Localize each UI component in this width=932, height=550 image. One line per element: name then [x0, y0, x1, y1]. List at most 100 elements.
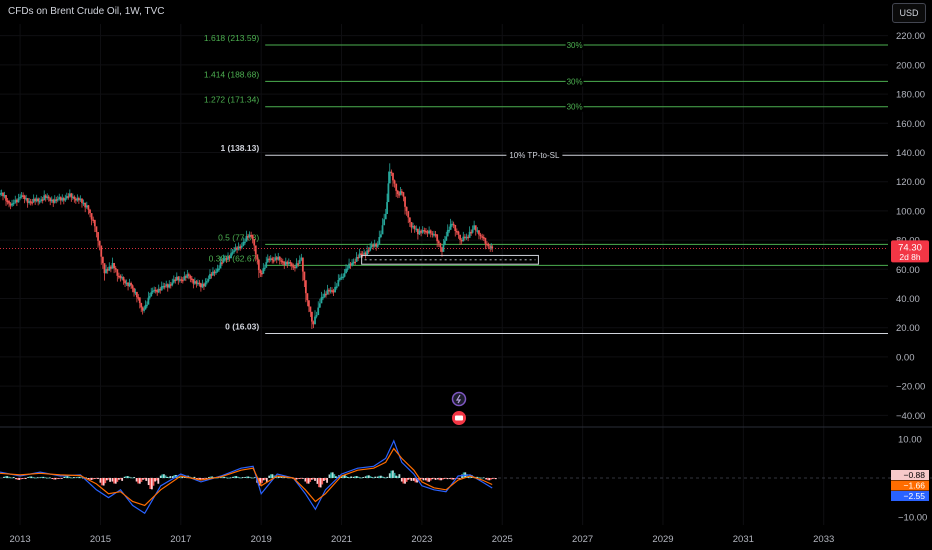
fib-level-label: 1.618 (213.59) — [204, 33, 259, 43]
osc-histogram-bar — [481, 477, 484, 479]
osc-histogram-bar — [383, 477, 386, 479]
fib-tag-label: 30% — [567, 77, 583, 86]
flash-event-icon[interactable] — [451, 391, 467, 407]
price-candle-body — [320, 297, 323, 304]
osc-histogram-bar — [433, 478, 435, 479]
osc-value-badge — [891, 470, 929, 480]
price-candle-body — [134, 291, 137, 294]
price-candle-body — [119, 275, 122, 278]
price-candle-body — [87, 205, 90, 210]
fibonacci-levels[interactable]: 1.618 (213.59) 30% 1.414 (188.68) 30% 1.272 … — [204, 33, 888, 335]
price-candle-body — [46, 196, 49, 199]
price-candle-body — [277, 256, 280, 260]
osc-histogram-bar — [453, 478, 456, 480]
osc-histogram-bar — [68, 476, 71, 478]
price-candle-body — [421, 230, 424, 233]
price-candle-body — [473, 225, 476, 230]
price-candle-body — [237, 246, 240, 250]
price-candle-body — [292, 266, 295, 268]
price-candle-body — [106, 269, 109, 271]
price-candle-body — [340, 276, 343, 279]
price-candle-body — [35, 198, 38, 202]
price-candle-body — [44, 195, 47, 198]
osc-histogram-bar — [369, 476, 372, 478]
osc-histogram-bar — [235, 476, 238, 478]
price-candle-body — [212, 271, 214, 276]
price-candle-body — [373, 243, 376, 247]
fib-level-label: 0.5 (77.08) — [218, 232, 259, 242]
y-tick-label: 220.00 — [896, 31, 925, 42]
osc-histogram-bar — [47, 477, 50, 479]
price-candle-body — [171, 282, 174, 286]
price-candle-body — [257, 259, 260, 271]
target-zone[interactable] — [361, 254, 539, 265]
osc-histogram-bar — [268, 475, 271, 478]
osc-histogram-bar — [56, 478, 58, 480]
price-candle-body — [251, 235, 254, 239]
osc-histogram-bar — [7, 476, 10, 478]
price-candle-body — [372, 245, 375, 247]
osc-histogram-bar — [15, 478, 17, 480]
osc-histogram-bar — [364, 476, 367, 478]
price-candle-body — [215, 271, 217, 274]
price-candle-body — [351, 262, 353, 266]
price-candle-body — [40, 199, 43, 202]
price-candle-body — [301, 257, 304, 272]
osc-histogram-bar — [138, 478, 141, 484]
price-candle-body — [43, 195, 46, 201]
price-candle-body — [137, 297, 140, 299]
price-candle-body — [311, 311, 313, 322]
price-candle-body — [156, 290, 159, 293]
osc-histogram-bar — [408, 478, 411, 480]
osc-histogram-bar — [78, 476, 81, 478]
currency-button[interactable]: USD — [892, 3, 926, 23]
price-candle-body — [271, 258, 274, 261]
osc-histogram-bar — [269, 474, 272, 478]
y-tick-label: 20.00 — [896, 323, 920, 334]
osc-histogram-bar — [265, 478, 268, 482]
price-candle-body — [412, 226, 414, 228]
osc-histogram-bar — [314, 478, 316, 481]
oscillator-pane[interactable] — [0, 439, 932, 515]
osc-histogram-bar — [90, 478, 93, 480]
osc-histogram-bar — [429, 478, 432, 481]
osc-histogram-bar — [159, 475, 162, 478]
osc-histogram-bar — [211, 476, 214, 478]
price-candle-body — [383, 219, 386, 226]
price-candle-body — [463, 236, 466, 239]
osc-histogram-bar — [438, 478, 441, 481]
price-candle-body — [434, 234, 437, 236]
price-candle-body — [345, 268, 347, 274]
price-candle-body — [318, 303, 321, 308]
osc-histogram-bar — [99, 478, 102, 483]
osc-histogram-bar — [330, 472, 332, 478]
price-candle-body — [312, 321, 315, 325]
price-candle-body — [61, 198, 64, 201]
price-candle-body — [471, 229, 474, 233]
price-candle-body — [290, 263, 293, 267]
osc-histogram-bar — [205, 478, 208, 479]
price-candle-body — [165, 284, 168, 287]
price-candle-body — [399, 191, 402, 195]
price-candle-body — [25, 198, 28, 200]
symbol-title[interactable]: CFDs on Brent Crude Oil, 1W, TVC — [8, 6, 165, 17]
price-candle-body — [395, 183, 398, 191]
osc-histogram-bar — [167, 477, 170, 478]
osc-histogram-bar — [384, 477, 387, 479]
price-candle-body — [491, 246, 494, 249]
osc-histogram-bar — [302, 478, 304, 479]
osc-histogram-bar — [19, 478, 22, 480]
osc-histogram-bar — [18, 478, 21, 480]
price-candle-body — [17, 198, 20, 203]
osc-histogram-bar — [238, 477, 241, 479]
price-candle-body — [455, 230, 458, 233]
osc-histogram-bar — [273, 475, 275, 478]
price-candle-body — [227, 256, 229, 260]
price-series[interactable] — [0, 163, 888, 329]
price-candle-body — [300, 257, 303, 260]
event-icons[interactable] — [451, 391, 467, 425]
osc-histogram-bar — [232, 476, 234, 478]
price-candle-body — [111, 262, 114, 269]
osc-histogram-bar — [446, 478, 449, 480]
